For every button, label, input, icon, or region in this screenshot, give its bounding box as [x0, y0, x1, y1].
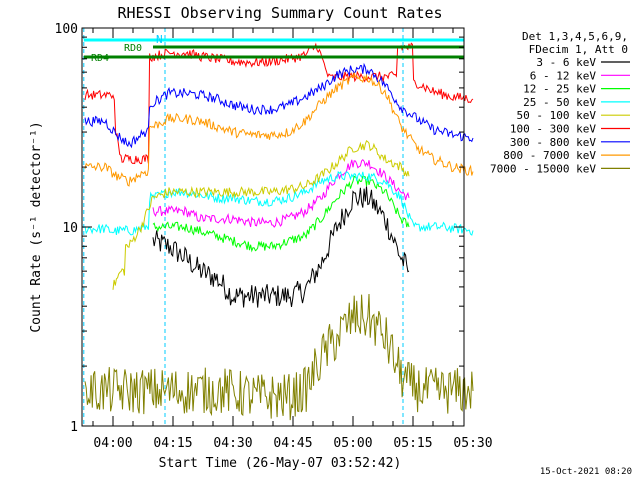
series-line-4 — [112, 140, 410, 290]
series-line-1 — [152, 158, 410, 228]
series-line-0 — [152, 186, 410, 308]
series-line-6 — [84, 62, 474, 149]
x-tick-label: 05:15 — [393, 436, 432, 451]
series-line-3 — [84, 170, 474, 236]
x-tick-label: 04:30 — [213, 436, 252, 451]
rd4-label: RD4 — [91, 53, 109, 64]
legend-label: 7000 - 15000 keV — [490, 162, 596, 175]
rd0-label: RD0 — [124, 43, 142, 54]
n-bar-label: N — [156, 33, 163, 46]
legend-label: 50 - 100 keV — [517, 109, 597, 122]
x-tick-label: 05:00 — [333, 436, 372, 451]
x-axis-label: Start Time (26-May-07 03:52:42) — [159, 456, 402, 471]
legend-label: 3 - 6 keV — [536, 56, 596, 69]
x-tick-label: 04:45 — [273, 436, 312, 451]
x-tick-label: 04:00 — [93, 436, 132, 451]
footer-date: 15-Oct-2021 08:20 — [540, 467, 632, 477]
chart-title: RHESSI Observing Summary Count Rates — [117, 4, 442, 22]
series-line-8 — [84, 293, 474, 421]
series-line-5 — [84, 42, 474, 165]
legend-label: 12 - 25 keV — [523, 83, 596, 96]
x-tick-label: 05:30 — [453, 436, 492, 451]
y-tick-label: 10 — [62, 221, 78, 236]
legend-label: 100 - 300 keV — [510, 123, 596, 136]
series-line-7 — [84, 71, 474, 187]
y-tick-label: 1 — [70, 420, 78, 435]
y-axis: 1 10 100 — [55, 22, 464, 435]
legend: Det 1,3,4,5,6,9,FDecim 1, Att 03 - 6 keV… — [490, 30, 630, 175]
x-axis: 04:00 04:15 04:30 04:45 05:00 05:15 05:30 — [92, 28, 493, 451]
series-line-2 — [152, 175, 410, 253]
legend-header: FDecim 1, Att 0 — [529, 43, 628, 56]
legend-label: 300 - 800 keV — [510, 136, 596, 149]
legend-header: Det 1,3,4,5,6,9, — [522, 30, 628, 43]
chart-marks: N RD0 RD4 — [83, 28, 474, 426]
legend-label: 800 - 7000 keV — [503, 149, 596, 162]
y-axis-label: Count Rate (s⁻¹ detector⁻¹) — [29, 121, 44, 332]
x-tick-label: 04:15 — [153, 436, 192, 451]
legend-label: 6 - 12 keV — [530, 69, 597, 82]
y-tick-label: 100 — [55, 22, 78, 37]
legend-label: 25 - 50 keV — [523, 96, 596, 109]
